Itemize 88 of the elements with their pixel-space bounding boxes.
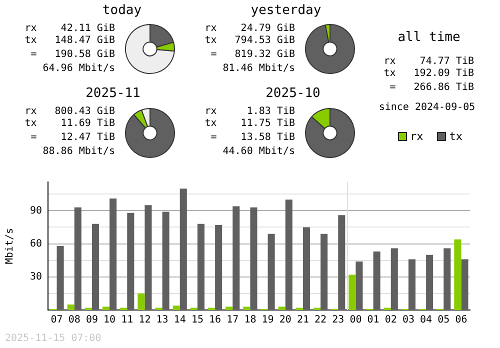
x-tick-label: 22 — [314, 314, 327, 326]
text: rx 42.11 GiB — [24, 23, 115, 35]
bar — [320, 234, 328, 310]
chart-title: today — [101, 3, 143, 18]
x-tick-label: 11 — [121, 314, 134, 326]
x-tick-label: 06 — [455, 314, 468, 326]
bar — [92, 224, 99, 310]
bar — [215, 225, 222, 310]
bar — [444, 248, 451, 310]
y-tick-label: 30 — [30, 271, 42, 282]
text: tx 148.47 GiB — [24, 35, 115, 47]
bar — [302, 227, 310, 310]
bar — [390, 248, 398, 310]
bar — [226, 306, 233, 310]
text: rx 24.79 GiB — [204, 23, 295, 35]
chart-title: yesterday — [250, 3, 322, 18]
bar — [243, 306, 250, 310]
bar — [232, 206, 240, 310]
bar — [285, 200, 292, 310]
y-tick-label: 60 — [30, 238, 42, 250]
text: all time — [396, 30, 462, 45]
x-tick-label: 09 — [86, 314, 98, 326]
text: rx 1.83 TiB — [204, 106, 295, 118]
x-tick-label: 12 — [138, 314, 151, 326]
bar — [338, 215, 346, 310]
bar — [138, 293, 145, 310]
x-tick-label: 23 — [332, 314, 344, 326]
x-tick-label: 08 — [68, 314, 80, 326]
bar — [373, 252, 380, 310]
bar — [356, 261, 363, 310]
x-tick-label: 05 — [438, 314, 450, 326]
bar — [110, 198, 117, 310]
x-tick-label: 21 — [296, 314, 309, 326]
text: since 2024-09-05 — [378, 102, 476, 114]
legend-label: tx — [448, 130, 462, 143]
text: 44.60 Mbit/s — [222, 146, 295, 158]
y-axis-title: Mbit/s — [4, 228, 16, 264]
text: = 12.47 TiB — [30, 132, 115, 144]
x-tick-label: 03 — [402, 314, 414, 326]
text: tx 11.69 TiB — [24, 118, 115, 130]
y-tick-label: 90 — [30, 205, 42, 216]
bar — [144, 205, 152, 310]
bar — [56, 246, 64, 310]
bar — [454, 239, 462, 310]
x-tick-label: 10 — [104, 314, 116, 326]
bar — [74, 207, 82, 310]
text: tx 794.53 GiB — [204, 35, 295, 47]
text: rx 74.77 TiB — [382, 56, 474, 68]
bar — [197, 224, 204, 310]
x-tick-label: 20 — [279, 314, 292, 326]
text: tx 11.75 TiB — [204, 118, 295, 130]
x-tick-label: 17 — [226, 314, 239, 326]
x-tick-label: 02 — [384, 314, 397, 326]
bar — [461, 259, 468, 310]
legend-label: rx — [409, 130, 424, 143]
bar — [278, 306, 286, 310]
x-tick-label: 01 — [367, 314, 380, 326]
bar — [408, 259, 416, 310]
bar — [268, 234, 275, 310]
x-tick-label: 00 — [350, 314, 362, 326]
text: 88.86 Mbit/s — [42, 146, 115, 158]
chart-title: 2025-11 — [84, 86, 142, 101]
bar — [67, 304, 74, 310]
bar — [102, 306, 110, 310]
chart-title: 2025-10 — [264, 86, 322, 101]
bar — [250, 207, 258, 310]
text: rx 800.43 GiB — [24, 106, 115, 118]
x-tick-label: 07 — [50, 314, 63, 326]
bar — [348, 274, 356, 310]
x-tick-label: 04 — [420, 314, 432, 326]
x-tick-label: 19 — [262, 314, 274, 326]
text: tx 192.09 TiB — [382, 68, 474, 80]
x-tick-label: 14 — [174, 314, 186, 326]
x-tick-label: 18 — [244, 314, 256, 326]
x-tick-label: 16 — [209, 314, 222, 326]
x-tick-label: 15 — [191, 314, 204, 326]
text: = 819.32 GiB — [210, 49, 295, 61]
bar — [162, 212, 170, 310]
text: 64.96 Mbit/s — [42, 63, 115, 75]
bar — [180, 188, 187, 310]
bar — [172, 306, 180, 310]
x-tick-label: 13 — [156, 314, 168, 326]
bar — [426, 254, 434, 310]
text: = 266.86 TiB — [388, 82, 474, 94]
text: = 13.58 TiB — [210, 132, 295, 144]
text: = 190.58 GiB — [30, 49, 115, 61]
text: 81.46 Mbit/s — [222, 63, 295, 75]
bar — [127, 212, 134, 310]
